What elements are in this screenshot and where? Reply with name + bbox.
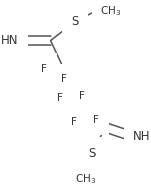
- Text: CH$_3$: CH$_3$: [75, 173, 96, 186]
- Text: S: S: [88, 147, 96, 160]
- Text: F: F: [71, 117, 77, 127]
- Text: F: F: [40, 63, 46, 74]
- Text: F: F: [61, 74, 67, 84]
- Text: F: F: [93, 115, 98, 125]
- Text: F: F: [79, 91, 85, 101]
- Text: F: F: [57, 93, 63, 103]
- Text: NH: NH: [133, 130, 151, 143]
- Text: CH$_3$: CH$_3$: [100, 5, 121, 19]
- Text: HN: HN: [1, 34, 19, 47]
- Text: S: S: [72, 15, 79, 28]
